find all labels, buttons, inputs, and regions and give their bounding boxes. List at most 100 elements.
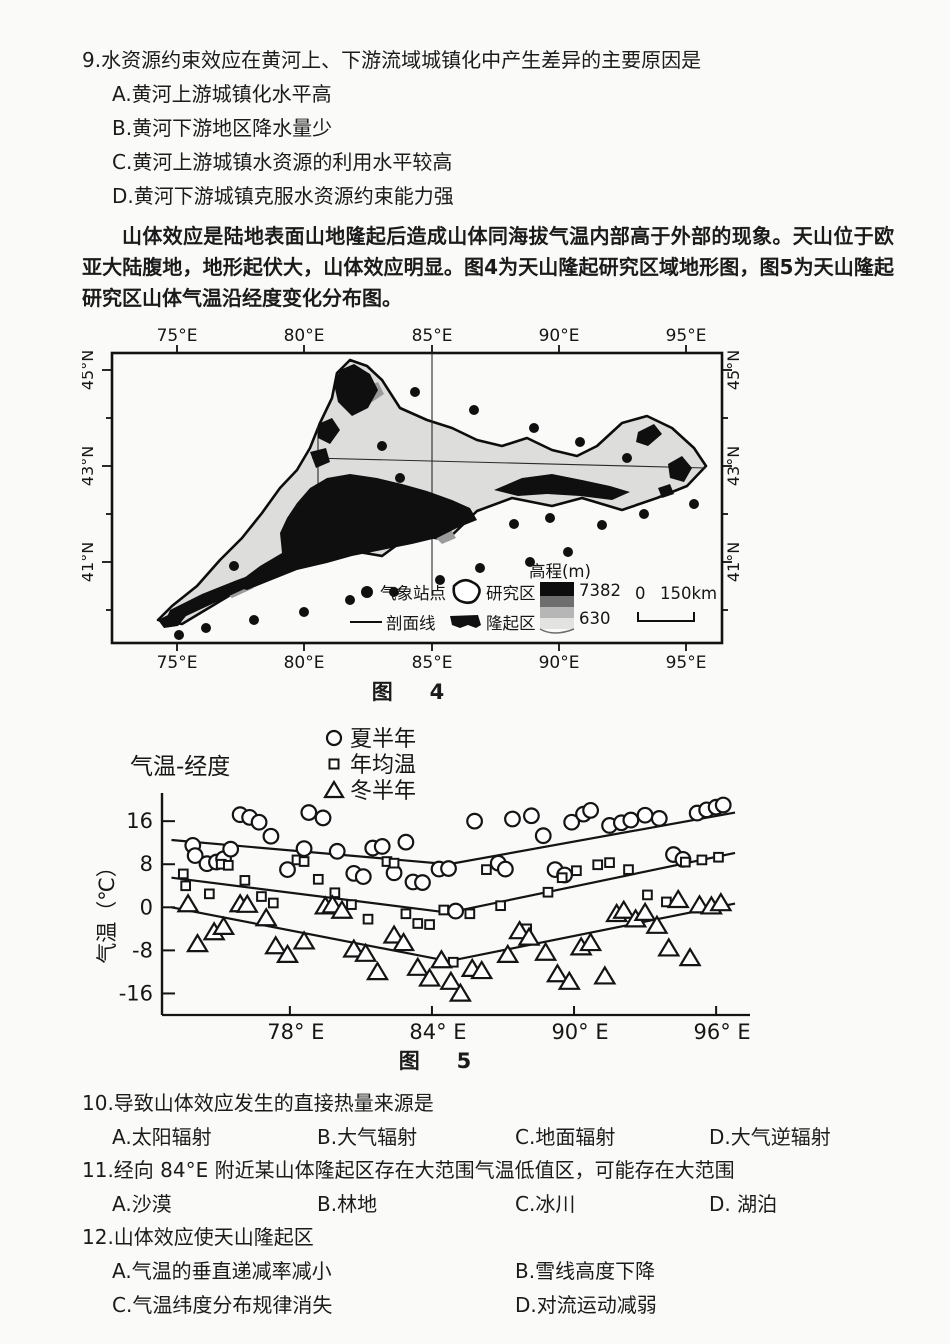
data-point-triangle (645, 914, 669, 934)
data-point-square (239, 875, 251, 886)
x-tick-label: 78° E (267, 1020, 324, 1044)
figure-5-caption: 图 5 (398, 1049, 480, 1073)
data-point-square (642, 889, 653, 901)
data-point-circle (534, 827, 552, 845)
lon-label: 80°E (284, 653, 325, 673)
data-point-square (424, 919, 435, 930)
x-tick-label: 90° E (551, 1020, 608, 1044)
question-9-option-d: D.黄河下游城镇克服水资源约束能力强 (112, 184, 454, 208)
map-bottom-ticks (176, 643, 687, 651)
question-12-option-a: A.气温的垂直递减率减小 (112, 1259, 332, 1283)
data-point-circle (622, 811, 640, 829)
data-point-square (267, 897, 279, 909)
figure-5: 78° E 84° E 90° E 96° E 16 8 0 -8 -16 气温-经度 气温（℃） 夏… (94, 720, 784, 1075)
question-11: 11.经向 84°E 附近某山体隆起区存在大范围气温低值区，可能存在大范围 A.… (82, 1154, 894, 1221)
data-point-triangle (666, 888, 690, 909)
question-9: 9.水资源约束效应在黄河上、下游流域城镇化中产生差异的主要原因是 A.黄河上游城… (82, 44, 894, 213)
figure-4: 75°E 80°E 85°E 90°E 95°E 75°E 80°E 85°E … (82, 328, 742, 706)
map-top-ticks (176, 345, 687, 353)
elevation-min-label: 630 (579, 609, 611, 628)
data-point-circle (414, 874, 431, 891)
data-point-triangle (365, 960, 390, 981)
question-11-options: A.沙漠 B.林地 C.冰川 D. 湖泊 (82, 1187, 894, 1221)
y-tick-label: -8 (132, 938, 153, 962)
data-point-triangle (517, 926, 541, 946)
lat-label: 45°N (82, 350, 97, 390)
data-point-square (298, 856, 310, 867)
data-point-triangle (176, 893, 200, 913)
data-point-circle (466, 812, 483, 830)
question-10-options: A.太阳辐射 B.大气辐射 C.地面辐射 D.大气逆辐射 (82, 1120, 894, 1154)
data-point-circle (314, 809, 332, 827)
question-11-option-a: A.沙漠 (112, 1192, 172, 1216)
data-point-triangle (448, 982, 472, 1002)
uplift-legend-label: 隆起区 (486, 614, 536, 633)
data-point-circle (328, 842, 346, 860)
data-point-circle (295, 840, 313, 858)
question-9-text: 9.水资源约束效应在黄河上、下游流域城镇化中产生差异的主要原因是 (82, 48, 702, 72)
elevation-title: 高程(m) (529, 562, 591, 581)
data-point-circle (222, 840, 240, 858)
lon-label: 75°E (157, 328, 198, 346)
data-point-circle (397, 833, 415, 851)
data-point-triangle (496, 943, 520, 963)
question-10-text: 10.导致山体效应发生的直接热量来源是 (82, 1091, 434, 1115)
data-point-square (495, 900, 506, 912)
lon-label: 95°E (666, 653, 707, 673)
map-bottom-lon-labels: 75°E 80°E 85°E 90°E 95°E (157, 653, 707, 673)
data-point-circle (496, 860, 514, 878)
data-point-square (180, 880, 192, 892)
legend-label: 冬半年 (350, 779, 416, 804)
lon-label: 90°E (539, 653, 580, 673)
data-point-circle (563, 813, 581, 831)
question-12-option-d: D.对流运动减弱 (515, 1293, 657, 1317)
data-point-triangle (579, 931, 603, 952)
data-point-triangle (508, 920, 532, 940)
data-point-triangle (254, 907, 278, 927)
lon-label: 95°E (666, 328, 707, 346)
data-point-square (388, 857, 400, 869)
data-point-triangle (612, 899, 636, 919)
question-9-option-a: A.黄河上游城镇化水平高 (112, 82, 332, 106)
lat-label: 43°N (724, 446, 742, 486)
data-point-triangle (678, 946, 702, 967)
legend-label: 年均温 (350, 753, 416, 778)
data-point-square (256, 891, 267, 902)
elevation-max-label: 7382 (579, 581, 621, 600)
data-point-triangle (354, 942, 378, 962)
figure4-map: 75°E 80°E 85°E 90°E 95°E 75°E 80°E 85°E … (82, 328, 742, 673)
map-top-lon-labels: 75°E 80°E 85°E 90°E 95°E (157, 328, 707, 346)
question-12: 12.山体效应使天山隆起区 A.气温的垂直递减率减小 B.雪线高度下降 C.气温… (82, 1221, 894, 1322)
data-point-circle (262, 827, 280, 845)
data-point-triangle (292, 930, 316, 950)
data-point-triangle (330, 899, 354, 919)
y-axis-label: 气温（℃） (95, 856, 119, 964)
map-legend: 气象站点 研究区 剖面线 隆起区 高程(m) 7382 630 (350, 562, 717, 634)
data-point-square (177, 868, 189, 880)
scale-bar: 0 150km (635, 584, 717, 622)
uplift-areas (158, 364, 692, 628)
question-10-option-c: C.地面辐射 (515, 1125, 616, 1149)
question-11-option-d: D. 湖泊 (709, 1192, 778, 1216)
data-point-triangle (470, 959, 494, 980)
legend-circle-icon (325, 729, 343, 747)
data-point-square (464, 908, 476, 920)
weather-stations (174, 387, 699, 640)
station-legend-icon (361, 586, 373, 598)
data-point-square (713, 851, 724, 863)
study-area-legend-label: 研究区 (486, 584, 536, 603)
data-point-triangle (391, 931, 416, 952)
data-point-square (438, 904, 450, 916)
data-point-circle (186, 847, 204, 865)
x-tick-label: 84° E (409, 1020, 466, 1044)
data-point-triangle (593, 965, 617, 985)
question-11-text: 11.经向 84°E 附近某山体隆起区存在大范围气温低值区，可能存在大范围 (82, 1158, 735, 1182)
station-legend-label: 气象站点 (380, 584, 446, 603)
x-tick-label: 96° E (694, 1020, 751, 1044)
data-point-triangle (545, 963, 569, 983)
data-point-circle (582, 801, 600, 819)
data-point-square (362, 913, 374, 925)
question-10: 10.导致山体效应发生的直接热量来源是 A.太阳辐射 B.大气辐射 C.地面辐射… (82, 1087, 894, 1154)
legend-label: 夏半年 (350, 727, 416, 752)
